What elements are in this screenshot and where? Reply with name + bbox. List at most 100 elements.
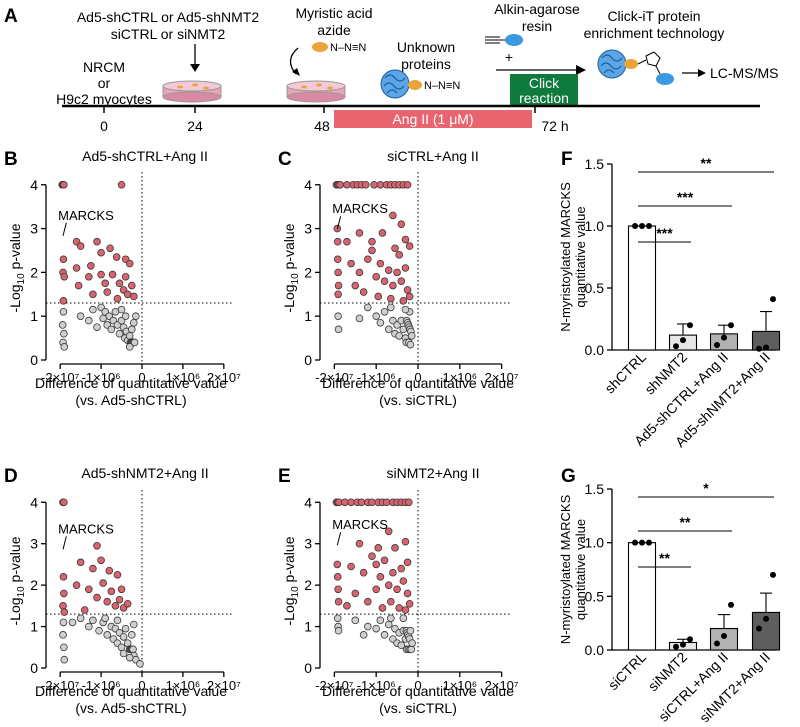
click-line1: Click: [529, 75, 560, 91]
annotation-leader: [62, 536, 67, 550]
significant-point: [112, 253, 121, 261]
significant-point: [389, 281, 397, 290]
volcano-plot: -2×10⁷ -1×10⁶ 0 1×10⁶ 2×10⁷ 0 1 2 3 4 -Log10 p-val…: [7, 172, 241, 385]
significant-point: [368, 237, 376, 246]
significant-point: [380, 277, 389, 285]
significant-point: [368, 552, 376, 560]
angii-treatment-bar: [334, 110, 532, 128]
significant-point: [106, 244, 114, 253]
nonsignificant-point: [60, 329, 68, 338]
replicate-point: [632, 223, 638, 229]
nonsignificant-point: [123, 639, 132, 647]
category-label: siCTRL: [605, 649, 649, 693]
nonsignificant-point: [355, 314, 364, 323]
significant-point: [85, 272, 93, 281]
nonsignificant-point: [76, 614, 85, 623]
x-tick-label: -2×10⁷: [315, 678, 354, 693]
timepoint-24: 24: [187, 118, 203, 134]
significant-point: [130, 292, 138, 301]
x-axis-label: Difference of quantitative value: [322, 683, 514, 699]
nonsignificant-point: [408, 639, 416, 647]
alkin-resin-icon: [485, 34, 523, 46]
x-axis-reference: (vs. Ad5-shCTRL): [75, 700, 186, 716]
significant-point: [334, 585, 342, 594]
significant-point: [403, 589, 412, 598]
x-tick-label: -1×10⁶: [82, 370, 121, 385]
timepoint-72: 72 h: [541, 118, 568, 134]
significant-point: [384, 266, 393, 274]
x-tick-label: -2×10⁷: [41, 678, 80, 693]
y-tick-label: 3: [304, 536, 312, 552]
significant-point: [355, 539, 364, 548]
x-axis-label: Difference of quantitative value: [35, 683, 227, 699]
bar: [709, 627, 739, 651]
protein-icon: N–N≡N: [380, 69, 460, 99]
y-tick-label: 1.5: [585, 156, 605, 172]
significant-point: [343, 602, 351, 610]
nonsignificant-point: [334, 325, 343, 334]
replicate-point: [714, 640, 720, 647]
volcano-title: siCTRL+Ang II: [387, 148, 478, 164]
significant-point: [389, 211, 397, 220]
panel-letter-b: B: [4, 149, 18, 170]
nonsignificant-point: [121, 312, 130, 320]
significant-point: [399, 577, 408, 585]
significant-point: [93, 593, 101, 602]
nonsignificant-point: [95, 626, 103, 635]
significant-point: [401, 264, 410, 272]
replicate-point: [763, 615, 769, 622]
replicate-point: [770, 571, 776, 578]
nonsignificant-point: [119, 649, 128, 658]
significant-point: [401, 606, 410, 614]
nonsignificant-point: [85, 622, 93, 631]
significant-point: [374, 292, 383, 301]
y-tick-label: 2: [304, 577, 312, 593]
significant-point: [376, 573, 385, 581]
significant-point: [107, 587, 116, 596]
significant-point: [76, 558, 85, 567]
x-tick-label: 2×10⁷: [485, 370, 519, 385]
significant-point: [376, 259, 385, 268]
x-axis-label: Difference of quantitative value: [35, 375, 227, 391]
replicate-point: [632, 539, 638, 546]
click-line2: reaction: [519, 90, 569, 106]
significant-point: [336, 180, 345, 189]
nonsignificant-point: [384, 325, 393, 334]
significant-point: [101, 279, 109, 288]
panel-a: A Ad5-shCTRL or Ad5-shNMT2 siCTRL or siN…: [4, 1, 778, 134]
nonsignificant-point: [407, 645, 416, 654]
x-tick-label: 1×10⁶: [442, 678, 477, 693]
significant-point: [72, 581, 81, 589]
myristic-azide-icon: N–N≡N: [312, 42, 366, 54]
unknown-line2: proteins: [401, 56, 451, 72]
nonsignificant-point: [364, 303, 372, 312]
significant-point: [359, 288, 368, 296]
nonsignificant-point: [130, 620, 138, 629]
panel-letter-a: A: [4, 6, 18, 27]
y-tick-label: 1.0: [585, 535, 605, 551]
significant-point: [368, 498, 376, 507]
click-reaction-box: [510, 74, 578, 106]
significant-point: [60, 180, 68, 189]
culture-dish-treated-icon: [286, 80, 346, 103]
significant-point: [399, 297, 408, 305]
y-tick-label: 1: [30, 619, 38, 635]
significant-point: [364, 255, 372, 264]
protein-azide-label: N–N≡N: [424, 80, 460, 92]
annotation-leader: [62, 222, 67, 236]
significant-point: [403, 286, 412, 294]
significant-point: [111, 602, 120, 610]
y-tick-label: 0.0: [585, 342, 605, 358]
nonsignificant-point: [60, 643, 68, 652]
y-tick-label: 1.0: [585, 218, 605, 234]
significant-point: [117, 180, 126, 189]
x-tick-label: -1×10⁶: [357, 370, 396, 385]
significant-point: [372, 272, 380, 281]
x-axis-label: Difference of quantitative value: [322, 375, 514, 391]
nonsignificant-point: [399, 614, 408, 623]
x-tick-label: 2×10⁷: [207, 370, 241, 385]
significant-point: [404, 498, 413, 507]
y-tick-label: 2: [30, 264, 38, 280]
x-axis-reference: (vs. siCTRL): [379, 392, 457, 408]
